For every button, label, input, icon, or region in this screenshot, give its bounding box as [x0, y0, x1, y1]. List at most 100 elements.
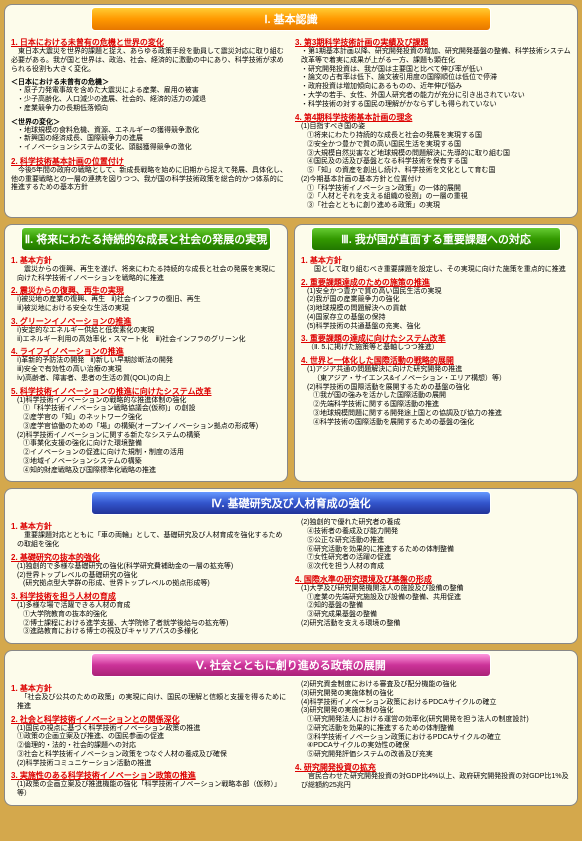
list-item: ②イノベーションの促進に向けた規制・制度の活用 [23, 449, 281, 458]
s5r-h4: 4. 研究開発投資の拡充 [295, 762, 571, 773]
s2-row1: ⅰ)被災地の産業の復興、再生 ⅱ)社会インフラの復旧、再生 [17, 296, 281, 305]
s3-h2: 2. 重要課題達成のための施策の推進 [301, 277, 571, 288]
list-item: ・産業競争力の長期低落傾向 [17, 105, 287, 114]
s1r-b1: ・第1期基本計画以降、研究開発投資の増加、研究開発基盤の整備、科学技術システム改… [301, 48, 571, 109]
s2-p1: 震災からの復興、再生を遂げ、将来にわたる持続的な成長と社会の発展を実現に向けた科… [17, 266, 281, 284]
s5r-p4: 官民合わせた研究開発投資の対GDP比4%以上、政府研究開発投資の対GDP比1%及… [301, 773, 571, 791]
list-item: ④知的財産戦略及び国際標準化戦略の推進 [23, 467, 281, 476]
list-item: ②博士課程における進学支援、大学院修了者就学後給与の拡充等) [23, 620, 287, 629]
list-item: ②研究活動を効果的に推進するための体制整備 [307, 725, 571, 734]
list-item: ・地球規模の食料危機、資源、エネルギーの獲得競争激化 [17, 127, 287, 136]
list-item: ③進路教育における博士の視及びキャリアパスの多様化 [23, 628, 287, 637]
s1r-p2: (2)今期基本計画の基本方針と位置付け [301, 176, 571, 185]
s2-r3b: ⅱ)新しい早期診断法の開発 [90, 357, 173, 366]
list-item: (2)科学技術コミュニケーション活動の推進 [17, 760, 287, 769]
s3-b2: (1)安全かつ豊かで質の高い国民生活の実現(2)我が国の産業競争力の強化(3)地… [307, 288, 571, 332]
section-5-right: (2)研究資金制度における審査及び配分機能の強化(3)研究開発の実施体制の強化(… [295, 681, 571, 799]
list-item: ②安全かつ豊かで質の高い国民生活を実現する国 [307, 141, 571, 150]
list-item: ③科学技術イノベーション政策におけるPDCAサイクルの確立 [307, 734, 571, 743]
list-item: ①「科学技術イノベーション戦略協議会(仮称)」の創設 [23, 405, 281, 414]
list-item: ②「人材とそれを支える組織の役割」の一層の重視 [307, 193, 571, 202]
section-1-right: 3. 第3期科学技術計画の実績及び課題 ・第1期基本計画以降、研究開発投資の増加… [295, 35, 571, 211]
list-item: (3)研究開発の実施体制の強化 [301, 690, 571, 699]
s3-b4b: ①我が国の強みを活かした国際活動の展開②先端科学技術に関する国際活動の推進③地球… [313, 392, 571, 427]
section-4: Ⅳ. 基礎研究及び人材育成の強化 1. 基本方針 重要課題対応とともに「車の両輪… [4, 488, 578, 644]
list-item: ①研究開発法人における運営の効率化(研究開発を担う法人の制度設計) [307, 716, 571, 725]
list-item: (5)科学技術の共通基盤の充実、強化 [307, 323, 571, 332]
list-item: (4)科学技術イノベーション政策におけるPDCAサイクルの確立 [301, 699, 571, 708]
s3-p4b: (2)科学技術の国際活動を展開するための基盤の強化 [307, 384, 571, 393]
s2-row3: ⅰ)革新的予防法の開発 ⅱ)新しい早期診断法の開発 [17, 357, 281, 366]
list-item: ④国民及の活及び基盤となる科学技術を保有する国 [307, 158, 571, 167]
s2-r3c: ⅲ)安全で有効性の高い治療の実現 [17, 366, 281, 375]
s1l-p1: 東日本大震災を世界的課題と捉え、あらゆる政策手段を動員して震災対応に取り組む必要… [11, 48, 287, 74]
section-3: Ⅲ. 我が国が直面する重要課題への対応 1. 基本方針 国として取り組むべき重要… [294, 224, 578, 483]
section-5: Ⅴ. 社会とともに創り進める政策の展開 1. 基本方針 「社会及び公共のための政… [4, 650, 578, 806]
s4r-p2: (2)独創的で優れた研究者の養成 [301, 519, 571, 528]
list-item: ・論文の占有率は低下、論文被引用度の国際順位は低位で停滞 [301, 74, 571, 83]
list-item: ①将来にわたり持続的な成長と社会の発展を実現する国 [307, 132, 571, 141]
s4r-b4: ①産業の先端研究施設及び設備の整備、共用促進②知的基盤の整備③研究成果基盤の整備 [307, 594, 571, 620]
s5r-p2: (3)研究開発の実施体制の強化 [301, 707, 571, 716]
section-1-header: Ⅰ. 基本認識 [91, 7, 491, 31]
s3-p1: 国として取り組むべき重要課題を設定し、その実現に向けた施策を重点的に推進 [307, 266, 571, 275]
list-item: ②先端科学技術に関する国際活動の推進 [313, 401, 571, 410]
list-item: ③地域イノベーションシステムの構築 [23, 458, 281, 467]
s4r-h4: 4. 国際水準の研究環境及び基盤の形成 [295, 574, 571, 585]
s2-r1b: ⅱ)社会インフラの復旧、再生 [111, 296, 200, 305]
list-item: ③産学官協働のための「場」の構築(オープンイノベーション拠点の形成等) [23, 423, 281, 432]
list-item: ①産業の先端研究施設及び設備の整備、共用促進 [307, 594, 571, 603]
s1l-b2: ・地球規模の食料危機、資源、エネルギーの獲得競争激化・新興国の経済成長、国際競争… [17, 127, 287, 153]
s2-p5b: (2)科学技術イノベーションに関する新たなシステムの構築 [17, 432, 281, 441]
list-item: ①「科学技術イノベーション政策」の一体的展開 [307, 185, 571, 194]
list-item: ・イノベーションシステムの変化、頭脳獲得競争の激化 [17, 144, 287, 153]
list-item: (4)国家存立の基盤の保持 [307, 314, 571, 323]
list-item: ③「社会とともに創り進める政策」の実現 [307, 202, 571, 211]
s3-h3: 3. 重要課題の達成に向けたシステム改革 [301, 333, 571, 344]
list-item: ・新興国の経済成長、国際競争力の進展 [17, 135, 287, 144]
s2-h2: 2. 震災からの復興、再生の実現 [11, 285, 281, 296]
list-item: ⑧次代を担う人材の育成 [307, 563, 571, 572]
s3-p3: （Ⅱ. 5.に掲げた施策等と基軸しつつ推進） [307, 344, 571, 353]
row-2-3: Ⅱ. 将来にわたる持続的な成長と社会の発展の実現 1. 基本方針 震災からの復興… [4, 224, 578, 483]
s4l-p3a: (1)多様な場で活躍できる人材の育成 [17, 602, 287, 611]
s4r-b1: ④技術者の養成及び能力開発⑤公正な研究活動の推進⑥研究活動を効果的に推進するため… [307, 528, 571, 572]
list-item: (1)安全かつ豊かで質の高い国民生活の実現 [307, 288, 571, 297]
s5r-b2: ①研究開発法人における運営の効率化(研究開発を担う法人の制度設計)②研究活動を効… [307, 716, 571, 760]
s1l-h3: ＜世界の変化＞ [11, 117, 287, 127]
section-4-cols: 1. 基本方針 重要課題対応とともに「車の両輪」として、基礎研究及び人材育成を強… [11, 519, 571, 637]
s4l-p1: 重要課題対応とともに「車の両輪」として、基礎研究及び人材育成を強化するための取組… [17, 532, 287, 550]
section-2: Ⅱ. 将来にわたる持続的な成長と社会の発展の実現 1. 基本方針 震災からの復興… [4, 224, 288, 483]
s4l-h1: 1. 基本方針 [11, 521, 287, 532]
section-4-left: 1. 基本方針 重要課題対応とともに「車の両輪」として、基礎研究及び人材育成を強… [11, 519, 287, 637]
s1r-b3: ①「科学技術イノベーション政策」の一体的展開②「人材とそれを支える組織の役割」の… [307, 185, 571, 211]
section-1: Ⅰ. 基本認識 1. 日本における未曾有の危機と世界の変化 東日本大震災を世界的… [4, 4, 578, 218]
list-item: ・大学の若手、女性、外国人研究者の能力が充分に引き出されていない [301, 92, 571, 101]
list-item: (2)研究資金制度における審査及び配分機能の強化 [301, 681, 571, 690]
list-item: ①我が国の強みを活かした国際活動の展開 [313, 392, 571, 401]
s1r-p1: (1)目指すべき国の姿 [301, 123, 571, 132]
section-5-cols: 1. 基本方針 「社会及び公共のための政策」の実現に向け、国民の理解と信頼と支援… [11, 681, 571, 799]
list-item: ③地球規模問題に関する開発途上国との協調及び協力の推進 [313, 410, 571, 419]
list-item: (1)独創的で多様な基礎研究の強化(科学研究費補助金の一層の拡充等) [17, 563, 287, 572]
s5l-h2: 2. 社会と科学技術イノベーションとの関係深化 [11, 714, 287, 725]
list-item: ・政府投資は増加傾向にあるものの、近年伸び悩み [301, 83, 571, 92]
list-item: ①事業化支援の強化に向けた環境整備 [23, 440, 281, 449]
section-4-header: Ⅳ. 基礎研究及び人材育成の強化 [91, 491, 491, 515]
s1l-h4: 2. 科学技術基本計画の位置付け [11, 156, 287, 167]
s3-p4a: (1)アジア共通の問題解決に向けた研究開発の推進 [307, 366, 571, 375]
list-item: ②倫理的・法的・社会的課題への対応 [17, 742, 287, 751]
list-item: ③社会と科学技術イノベーション政策をつなぐ人材の養成及び確保 [17, 751, 287, 760]
s5l-h1: 1. 基本方針 [11, 683, 287, 694]
section-2-header: Ⅱ. 将来にわたる持続的な成長と社会の発展の実現 [21, 227, 271, 251]
s1r-b2: ①将来にわたり持続的な成長と社会の発展を実現する国②安全かつ豊かで質の高い国民生… [307, 132, 571, 176]
s4l-h2: 2. 基礎研究の抜本的強化 [11, 552, 287, 563]
s1r-h1: 3. 第3期科学技術計画の実績及び課題 [295, 37, 571, 48]
list-item: ・科学技術の対する国民の理解がかならずしも得られていない [301, 101, 571, 110]
section-3-header: Ⅲ. 我が国が直面する重要課題への対応 [311, 227, 561, 251]
list-item: (1)国民の視点に基づく科学技術イノベーション政策の推進 [17, 725, 287, 734]
s2-r3a: ⅰ)革新的予防法の開発 [17, 357, 84, 366]
s1l-h2: ＜日本における未曾有の危機＞ [11, 77, 287, 87]
s2-r1a: ⅰ)被災地の産業の復興、再生 [17, 296, 105, 305]
s2-b5b: ①事業化支援の強化に向けた環境整備②イノベーションの促進に向けた規制・制度の活用… [23, 440, 281, 475]
